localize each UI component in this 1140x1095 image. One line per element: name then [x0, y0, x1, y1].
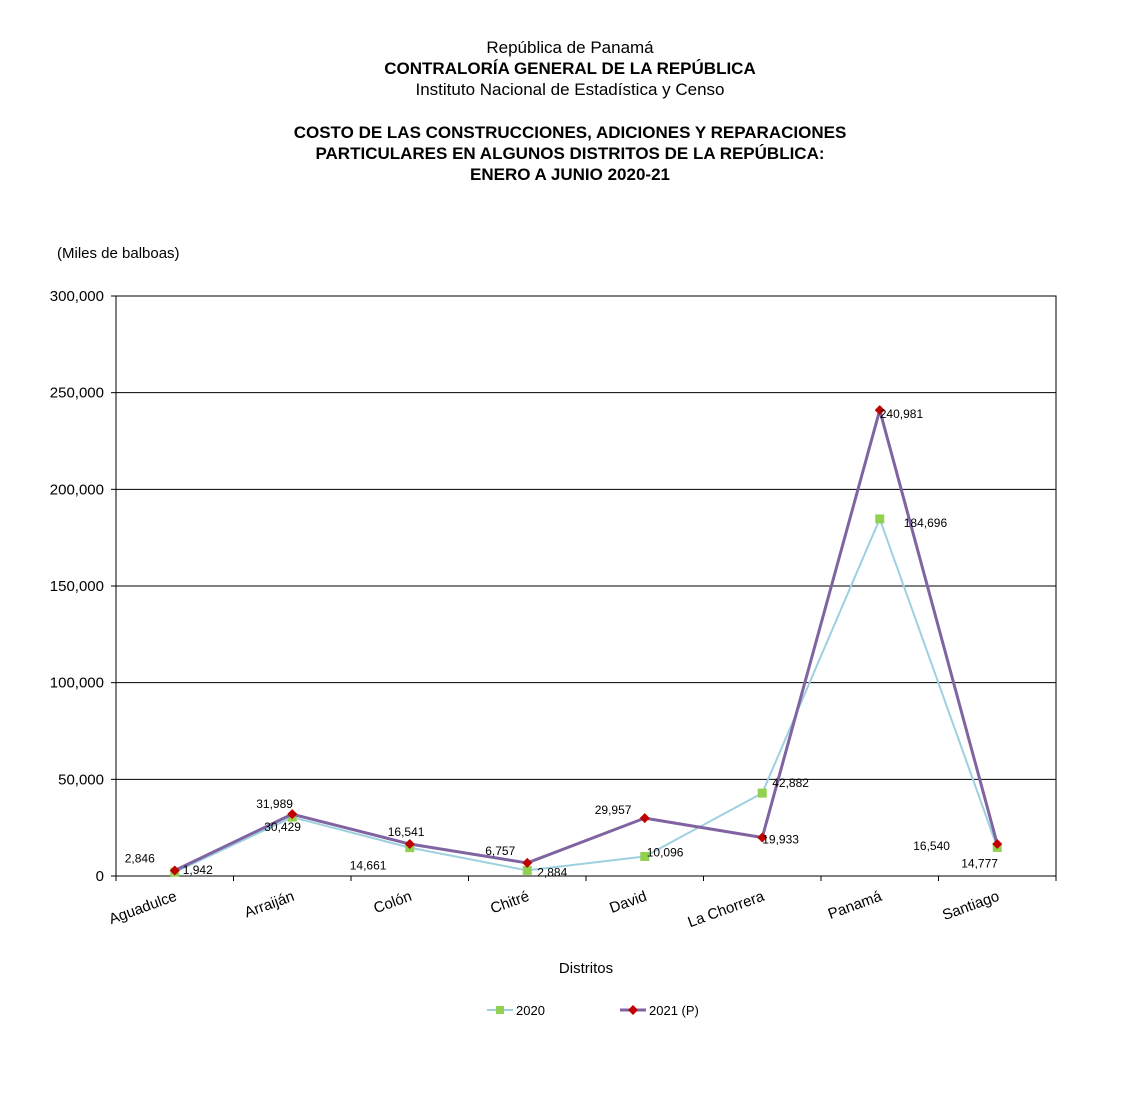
legend-marker [496, 1006, 504, 1014]
point-marker-2021 [287, 809, 298, 820]
data-label-2021: 29,957 [595, 803, 632, 817]
point-marker-2021 [992, 839, 1003, 850]
legend-label: 2021 (P) [649, 1003, 699, 1018]
data-label-2021: 19,933 [762, 832, 799, 846]
data-label-2021: 16,541 [388, 825, 425, 839]
data-label-2021: 240,981 [880, 407, 924, 421]
y-tick-label: 0 [96, 868, 104, 885]
data-label-2021: 6,757 [485, 844, 515, 858]
data-label-2020: 14,661 [350, 859, 387, 873]
data-labels: 1,942 30,429 14,661 2,884 10,096 42,882 184,69… [125, 407, 999, 879]
point-marker-2020 [522, 865, 532, 875]
point-marker-2021 [404, 839, 415, 850]
data-label-2020: 14,777 [961, 856, 998, 870]
data-label-2020: 1,942 [183, 863, 213, 877]
point-marker-2020 [640, 851, 650, 861]
x-tick-label: Arraiján [242, 888, 296, 922]
series-line-2021 [174, 408, 999, 872]
y-tick-label: 200,000 [50, 481, 104, 498]
legend-label: 2020 [516, 1003, 545, 1018]
data-label-2021: 31,989 [256, 797, 293, 811]
x-tick-label: Colón [371, 888, 414, 917]
point-marker-2021 [169, 865, 180, 876]
chart-title-line-1: COSTO DE LAS CONSTRUCCIONES, ADICIONES Y… [293, 123, 847, 142]
header-institution: CONTRALORÍA GENERAL DE LA REPÚBLICA [384, 59, 756, 78]
data-label-2020: 2,884 [537, 865, 567, 879]
y-tick-label: 250,000 [50, 385, 104, 402]
point-marker-2020 [875, 514, 885, 524]
unit-label: (Miles de balboas) [57, 245, 180, 262]
data-label-2020: 10,096 [647, 845, 684, 859]
y-tick-label: 300,000 [50, 288, 104, 305]
chart-title-line-2: PARTICULARES EN ALGUNOS DISTRITOS DE LA … [315, 144, 825, 163]
x-axis-title: Distritos [559, 960, 613, 977]
y-axis-ticks: 0 50,000 100,000 150,000 200,000 250,000 300,0… [50, 288, 116, 885]
point-marker-2021 [522, 857, 533, 868]
chart-title-line-3: ENERO A JUNIO 2020-21 [470, 165, 670, 184]
legend-marker [628, 1005, 638, 1015]
gridlines [115, 295, 1057, 877]
point-marker-2021 [757, 832, 768, 843]
header-country: República de Panamá [486, 38, 654, 57]
data-label-2020: 42,882 [772, 776, 809, 790]
point-marker-2021 [874, 405, 885, 416]
data-label-2020: 184,696 [904, 516, 948, 530]
data-label-2020: 30,429 [264, 820, 301, 834]
point-marker-2021 [639, 813, 650, 824]
y-tick-label: 100,000 [50, 675, 104, 692]
x-tick-label: David [607, 888, 649, 917]
y-tick-label: 150,000 [50, 578, 104, 595]
point-marker-2020 [757, 788, 767, 798]
x-tick-label: Aguadulce [107, 888, 179, 928]
x-tick-label: Panamá [826, 888, 885, 923]
x-tick-label: La Chorrera [686, 888, 768, 932]
x-tick-label: Santiago [940, 888, 1001, 924]
x-tick-label: Chitré [488, 888, 531, 918]
x-axis-ticks: Aguadulce Arraiján Colón Chitré David La Chor… [107, 876, 1057, 932]
header-institute: Instituto Nacional de Estadística y Cens… [415, 80, 725, 99]
series-line-2020 [174, 517, 999, 874]
legend: 2020 2021 (P) [487, 1003, 699, 1018]
series-group [169, 405, 1003, 877]
data-label-2021: 16,540 [913, 839, 950, 853]
data-label-2021: 2,846 [125, 851, 155, 865]
y-tick-label: 50,000 [58, 771, 104, 788]
